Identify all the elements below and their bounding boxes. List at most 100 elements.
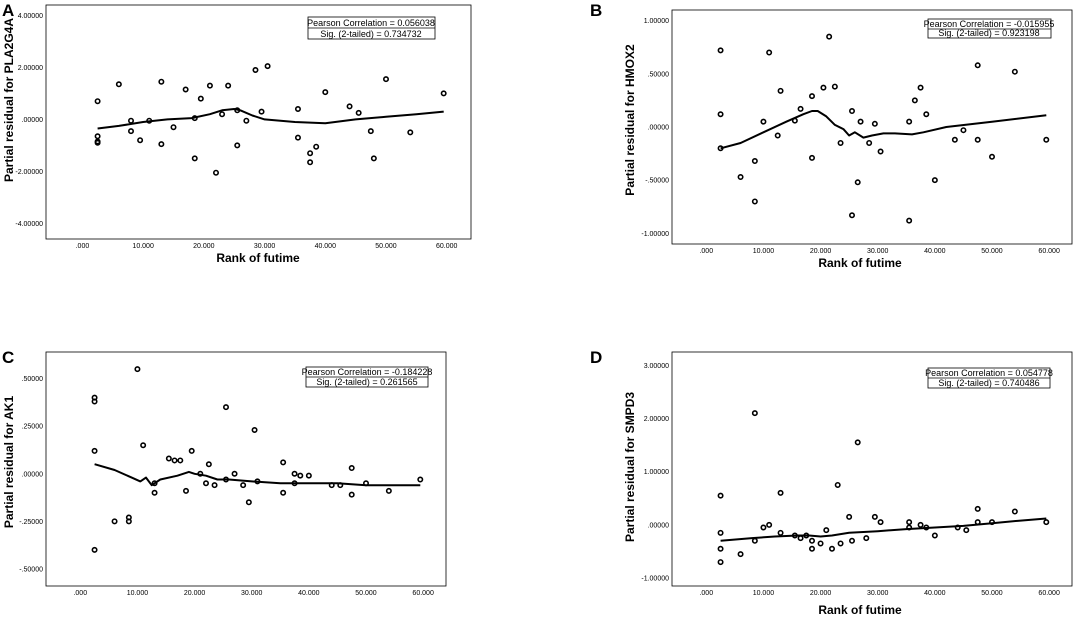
y-tick-label: .00000 bbox=[648, 522, 670, 529]
y-tick-label: .00000 bbox=[22, 471, 44, 478]
data-point bbox=[808, 154, 815, 161]
y-tick-label: -2.00000 bbox=[15, 169, 43, 176]
panel-a: A Partial residual for PLA2G4A Rank of f… bbox=[2, 1, 472, 265]
plot-frame bbox=[45, 351, 447, 587]
y-tick-label: 1.00000 bbox=[644, 18, 669, 25]
data-point bbox=[355, 109, 362, 116]
y-tick-label: .00000 bbox=[648, 125, 670, 132]
data-point bbox=[808, 537, 815, 544]
data-point bbox=[264, 63, 271, 70]
data-points bbox=[91, 366, 424, 553]
y-tick-label: 2.00000 bbox=[644, 416, 669, 423]
data-point bbox=[367, 128, 374, 135]
panel-b: B Partial residual for HMOX2 Rank of fut… bbox=[590, 1, 1073, 270]
data-point bbox=[170, 124, 177, 131]
data-point bbox=[777, 87, 784, 94]
data-point bbox=[197, 95, 204, 102]
data-point bbox=[857, 118, 864, 125]
y-tick-labels: .50000 .25000 .00000 -.25000 -.50000 bbox=[19, 376, 43, 573]
data-point bbox=[751, 198, 758, 205]
data-point bbox=[158, 78, 165, 85]
data-point bbox=[171, 457, 178, 464]
y-tick-label: -.50000 bbox=[645, 178, 669, 185]
y-axis-title: Partial residual for PLA2G4A bbox=[2, 18, 16, 182]
data-point bbox=[760, 118, 767, 125]
data-point bbox=[219, 111, 226, 118]
data-point bbox=[203, 480, 210, 487]
x-tick-labels: .000 10.000 20.000 30.000 40.000 50.000 60.000 bbox=[699, 248, 1059, 255]
data-point bbox=[1043, 519, 1050, 526]
significance-text: Sig. (2-tailed) = 0.923198 bbox=[938, 28, 1039, 38]
data-point bbox=[906, 217, 913, 224]
data-point bbox=[280, 489, 287, 496]
y-tick-label: .00000 bbox=[22, 117, 44, 124]
data-point bbox=[960, 127, 967, 134]
x-tick-labels: .000 10.000 20.000 30.000 40.000 50.000 60.000 bbox=[76, 243, 458, 250]
data-point bbox=[407, 129, 414, 136]
data-point bbox=[1011, 508, 1018, 515]
data-point bbox=[766, 521, 773, 528]
data-point bbox=[307, 159, 314, 166]
x-tick-labels: .000 10.000 20.000 30.000 40.000 50.000 60.000 bbox=[73, 590, 433, 597]
data-point bbox=[823, 527, 830, 534]
data-point bbox=[382, 76, 389, 83]
y-tick-label: 2.00000 bbox=[18, 65, 43, 72]
data-point bbox=[313, 143, 320, 150]
data-point bbox=[252, 67, 259, 74]
x-tick-label: 40.000 bbox=[315, 243, 337, 250]
data-point bbox=[305, 472, 312, 479]
x-axis-title: Rank of futime bbox=[216, 251, 300, 265]
x-tick-label: 10.000 bbox=[132, 243, 154, 250]
stats-box: Pearson Correlation = 0.056038 Sig. (2-t… bbox=[307, 16, 436, 40]
x-tick-label: 30.000 bbox=[254, 243, 276, 250]
x-tick-label: 50.000 bbox=[355, 590, 377, 597]
data-point bbox=[848, 212, 855, 219]
x-tick-label: 10.000 bbox=[127, 590, 149, 597]
data-point bbox=[854, 439, 861, 446]
data-point bbox=[151, 489, 158, 496]
data-point bbox=[863, 535, 870, 542]
data-point bbox=[1043, 136, 1050, 143]
x-axis-title: Rank of futime bbox=[818, 256, 902, 270]
x-tick-label: 60.000 bbox=[412, 590, 434, 597]
panel-letter: B bbox=[590, 1, 602, 20]
data-point bbox=[837, 139, 844, 146]
data-point bbox=[837, 540, 844, 547]
data-point bbox=[717, 545, 724, 552]
data-point bbox=[137, 137, 144, 144]
y-axis-title: Partial residual for AK1 bbox=[2, 396, 16, 529]
data-point bbox=[348, 491, 355, 498]
significance-text: Sig. (2-tailed) = 0.734732 bbox=[320, 29, 421, 39]
x-tick-label: 40.000 bbox=[298, 590, 320, 597]
x-tick-label: 20.000 bbox=[810, 248, 832, 255]
data-point bbox=[91, 398, 98, 405]
data-point bbox=[182, 86, 189, 93]
data-point bbox=[94, 133, 101, 140]
data-point bbox=[717, 492, 724, 499]
data-point bbox=[205, 461, 212, 468]
data-point bbox=[158, 141, 165, 148]
stats-box: Pearson Correlation = -0.184228 Sig. (2-… bbox=[302, 366, 432, 388]
x-tick-label: 60.000 bbox=[1038, 248, 1060, 255]
data-point bbox=[385, 487, 392, 494]
x-tick-label: 20.000 bbox=[810, 590, 832, 597]
data-point bbox=[297, 472, 304, 479]
data-point bbox=[717, 47, 724, 54]
data-point bbox=[737, 173, 744, 180]
data-point bbox=[751, 158, 758, 165]
data-point bbox=[717, 111, 724, 118]
panel-letter: D bbox=[590, 348, 602, 367]
y-tick-label: .50000 bbox=[22, 376, 44, 383]
y-tick-label: 1.00000 bbox=[644, 469, 669, 476]
y-tick-label: .25000 bbox=[22, 424, 44, 431]
data-point bbox=[737, 551, 744, 558]
data-point bbox=[974, 505, 981, 512]
fit-line bbox=[94, 463, 421, 487]
data-point bbox=[258, 108, 265, 115]
data-point bbox=[251, 426, 258, 433]
data-point bbox=[370, 155, 377, 162]
data-point bbox=[134, 366, 141, 373]
y-tick-label: -1.00000 bbox=[641, 576, 669, 583]
x-tick-label: .000 bbox=[73, 590, 87, 597]
data-point bbox=[751, 537, 758, 544]
